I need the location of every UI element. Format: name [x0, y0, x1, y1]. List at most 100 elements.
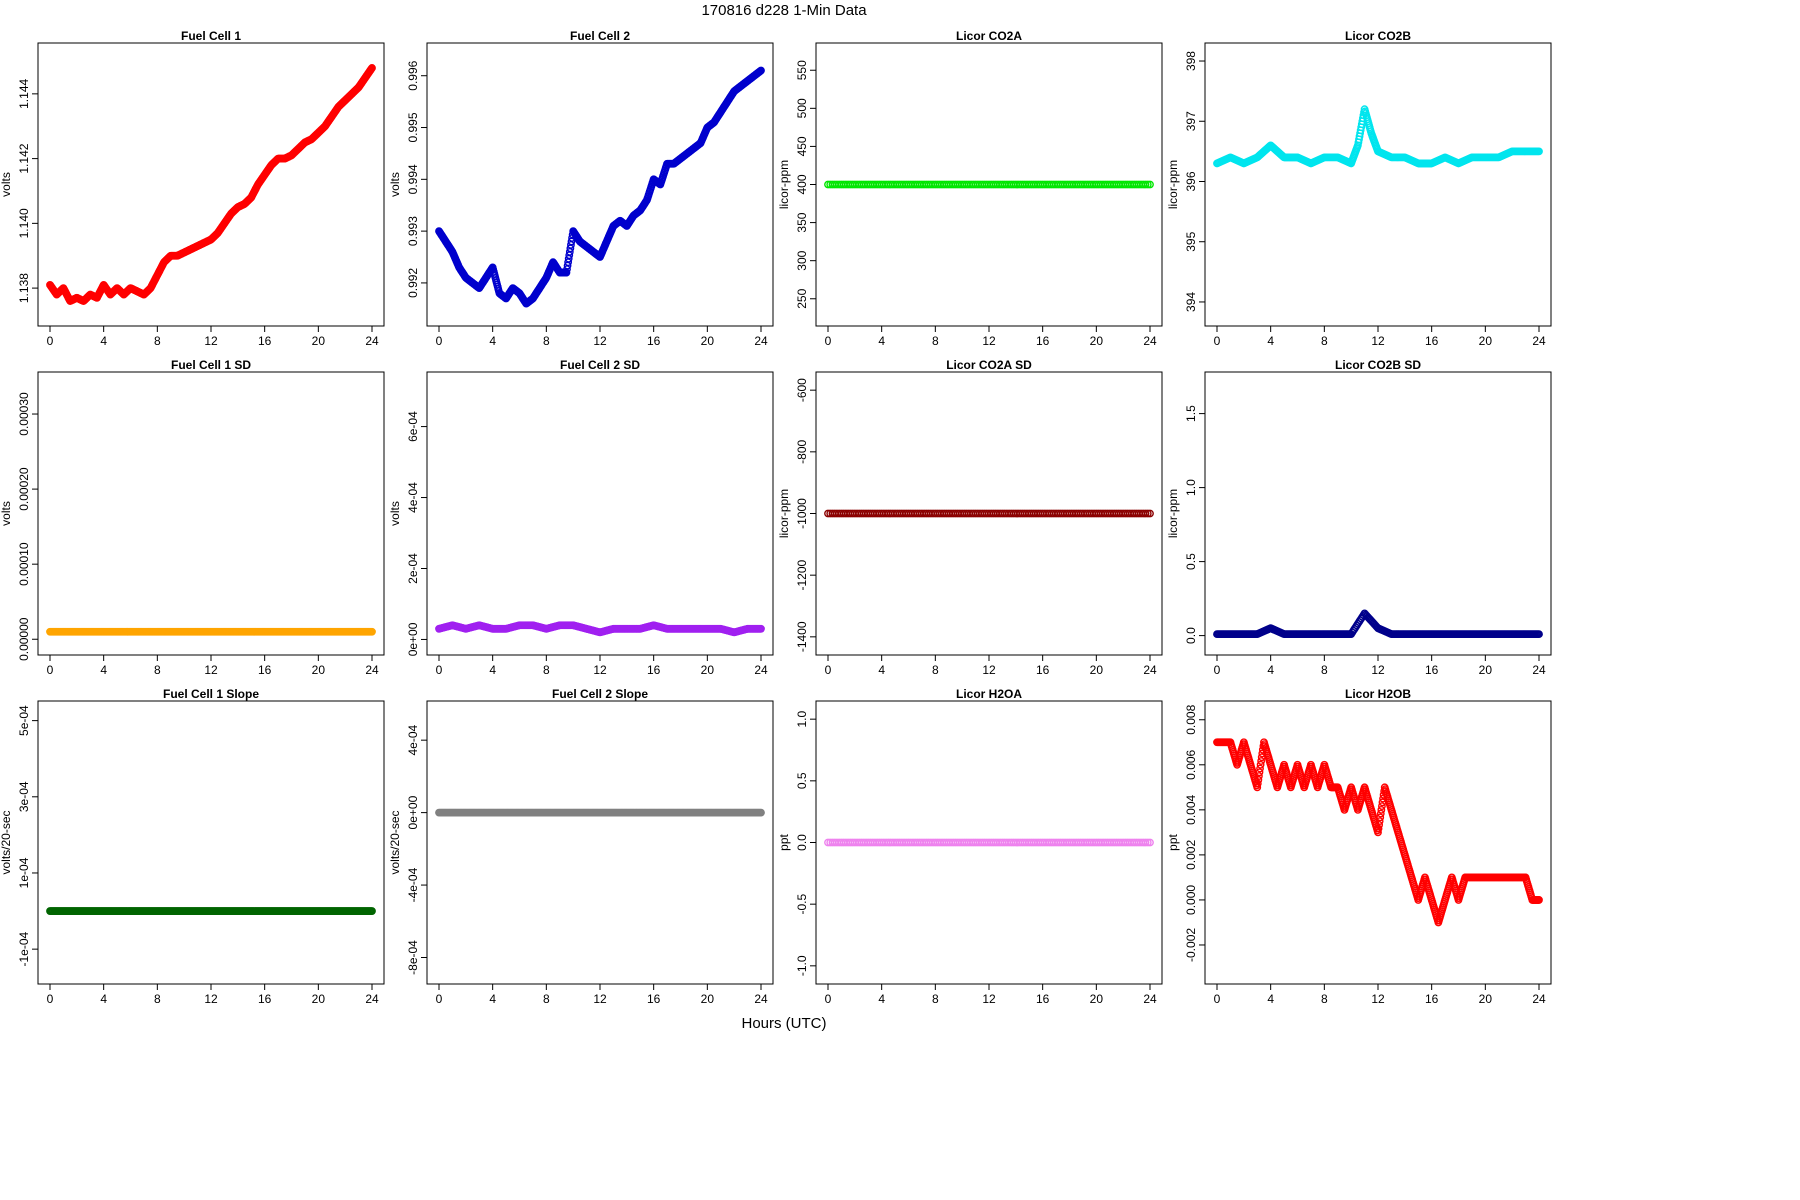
panel-2: Fuel Cell 2 volts 0 4 8 12 16 20 24 0.992 0.993 0.9…	[388, 29, 774, 348]
y-axis-label: volts	[388, 172, 402, 197]
x-tick-label: 12	[1371, 663, 1385, 677]
y-axis-label: volts	[0, 172, 13, 197]
y-tick-label: 0.995	[406, 112, 420, 142]
y-tick-label: 550	[795, 60, 809, 80]
y-tick-label: 0.0	[795, 834, 809, 851]
plot-frame	[1204, 700, 1552, 985]
x-tick-label: 4	[1267, 663, 1274, 677]
data-point	[1375, 820, 1384, 829]
x-tick-label: 0	[436, 992, 443, 1006]
plot-frame	[37, 371, 385, 656]
panel-title: Licor CO2A	[956, 29, 1022, 43]
data-point	[1256, 760, 1265, 769]
x-tick-label: 4	[100, 663, 107, 677]
data-point	[1143, 180, 1152, 189]
y-tick-label: 0.00030	[17, 392, 31, 436]
plot-frame	[37, 700, 385, 985]
y-axis-label: licor-ppm	[1166, 160, 1180, 209]
panel-title: Licor H2OA	[956, 687, 1022, 701]
data-point	[1253, 783, 1262, 792]
x-tick-label: 8	[932, 334, 939, 348]
data-point	[368, 627, 376, 636]
x-tick-label: 4	[100, 334, 107, 348]
x-tick-label: 20	[1090, 334, 1104, 348]
panel-10: Fuel Cell 2 Slope volts/20-sec 0 4 8 12 16 20 24…	[388, 687, 774, 1006]
x-tick-label: 20	[1479, 334, 1493, 348]
panel-title: Licor CO2B SD	[1335, 358, 1421, 372]
x-tick-label: 12	[593, 334, 607, 348]
data-point	[1376, 809, 1385, 818]
y-tick-label: 0.00020	[17, 467, 31, 511]
y-tick-label: 1.0	[795, 711, 809, 728]
panel-3: Licor CO2A licor-ppm 0 4 8 12 16 20 24 250 300 350 4…	[777, 29, 1163, 348]
data-point	[1535, 896, 1543, 904]
data-point	[757, 624, 765, 633]
x-tick-label: 20	[312, 663, 326, 677]
y-axis-label: licor-ppm	[777, 489, 791, 538]
figure-title: 170816 d228 1-Min Data	[701, 2, 867, 19]
series-points	[46, 64, 376, 305]
x-tick-label: 12	[1371, 992, 1385, 1006]
x-tick-label: 8	[1321, 334, 1328, 348]
data-point	[1376, 813, 1385, 822]
x-tick-label: 4	[489, 334, 496, 348]
data-point	[757, 66, 765, 75]
series-points	[46, 907, 376, 915]
x-axis-label: Hours (UTC)	[741, 1015, 827, 1032]
panel-title: Fuel Cell 1 Slope	[163, 687, 259, 701]
panel-8: Licor CO2B SD licor-ppm 0 4 8 12 16 20 24 0.0 0.5 1…	[1166, 358, 1552, 677]
x-tick-label: 16	[1036, 663, 1050, 677]
y-tick-label: 397	[1184, 111, 1198, 131]
x-tick-label: 8	[543, 992, 550, 1006]
x-tick-label: 24	[754, 334, 768, 348]
panel-title: Licor CO2B	[1345, 29, 1411, 43]
data-point	[1254, 775, 1263, 784]
data-point	[1141, 838, 1150, 847]
x-tick-label: 12	[204, 992, 218, 1006]
data-point	[1143, 838, 1152, 847]
y-tick-label: 1.144	[17, 79, 31, 109]
data-point	[368, 907, 376, 915]
y-tick-label: -600	[795, 378, 809, 402]
x-tick-label: 0	[1214, 992, 1221, 1006]
panel-11: Licor H2OA ppt 0 4 8 12 16 20 24 -1.0 -0.5 0.0 0.5 1.…	[777, 687, 1163, 1006]
x-tick-label: 24	[754, 663, 768, 677]
x-tick-label: 12	[204, 334, 218, 348]
plot-frame	[426, 700, 774, 985]
data-point	[1146, 838, 1154, 847]
series-points	[824, 180, 1154, 189]
data-point	[1255, 768, 1264, 777]
x-tick-label: 0	[436, 663, 443, 677]
y-tick-label: -1400	[795, 621, 809, 652]
data-point	[1146, 509, 1154, 518]
panel-4: Licor CO2B licor-ppm 0 4 8 12 16 20 24 394 395 396 3…	[1166, 29, 1552, 348]
x-tick-label: 4	[878, 663, 885, 677]
series-points	[824, 509, 1154, 518]
panel-title: Licor CO2A SD	[946, 358, 1032, 372]
x-tick-label: 16	[1425, 992, 1439, 1006]
y-tick-label: 3e-04	[17, 781, 31, 812]
x-tick-label: 8	[154, 992, 161, 1006]
y-tick-label: -1000	[795, 498, 809, 529]
series-points	[435, 808, 765, 817]
series-points	[1213, 609, 1543, 639]
x-tick-label: 16	[258, 663, 272, 677]
x-tick-label: 0	[47, 334, 54, 348]
panel-9: Fuel Cell 1 Slope volts/20-sec 0 4 8 12 16 20 24…	[0, 687, 385, 1006]
y-tick-label: 0.0	[1184, 627, 1198, 644]
y-tick-label: 4e-04	[406, 725, 420, 756]
data-point	[1535, 147, 1543, 156]
panel-title: Licor H2OB	[1345, 687, 1411, 701]
y-tick-label: 0.5	[795, 772, 809, 789]
x-tick-label: 8	[932, 663, 939, 677]
series-points	[1213, 738, 1543, 927]
x-tick-label: 16	[1036, 334, 1050, 348]
panel-title: Fuel Cell 1 SD	[171, 358, 251, 372]
data-point	[1375, 817, 1384, 826]
x-tick-label: 8	[932, 992, 939, 1006]
x-tick-label: 0	[47, 663, 54, 677]
x-tick-label: 4	[489, 663, 496, 677]
x-tick-label: 16	[1425, 663, 1439, 677]
x-tick-label: 16	[647, 663, 661, 677]
plot-frame	[1204, 371, 1552, 656]
